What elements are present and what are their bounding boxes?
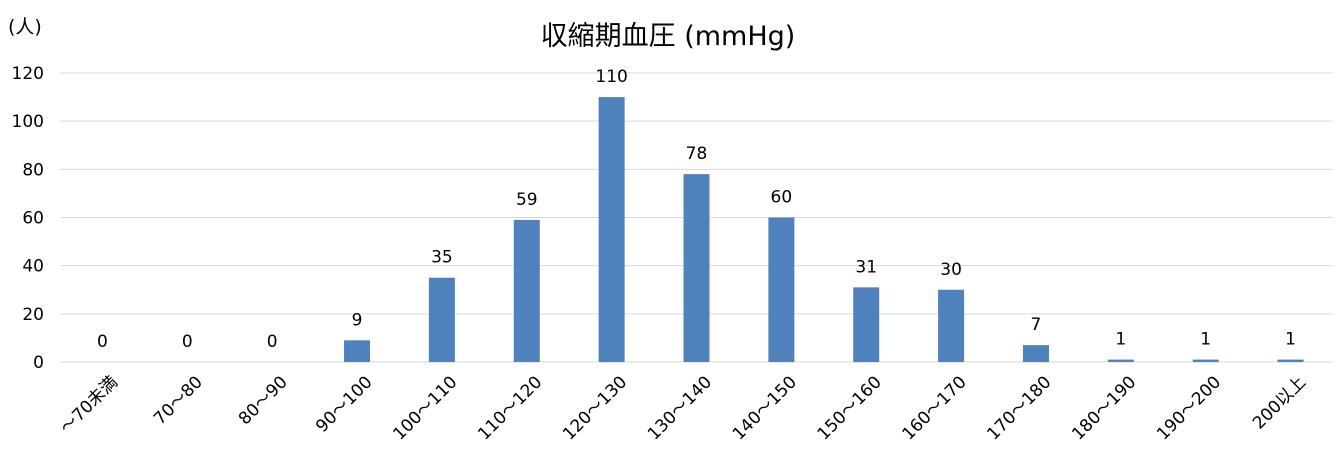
x-tick-label: 200以上 <box>1249 372 1310 433</box>
data-label: 59 <box>516 190 538 210</box>
x-tick-label: 180～190 <box>1068 372 1140 444</box>
data-label: 31 <box>855 257 877 277</box>
y-tick-label: 20 <box>22 305 44 325</box>
x-tick-label: 80～90 <box>235 372 292 429</box>
bar <box>428 277 455 362</box>
bar <box>1107 359 1134 362</box>
data-label: 9 <box>352 310 363 330</box>
y-axis-unit: (人) <box>8 16 42 38</box>
bar <box>1277 359 1304 362</box>
data-label: 78 <box>686 144 708 164</box>
y-axis-ticks: 0 20 40 60 80 100 120 <box>12 64 44 373</box>
y-tick-label: 60 <box>22 209 44 229</box>
x-tick-label: 70～80 <box>150 372 207 429</box>
data-label: 60 <box>771 188 793 208</box>
x-tick-label: 90～100 <box>312 372 376 436</box>
data-label: 110 <box>595 67 627 87</box>
data-label: 0 <box>267 332 278 352</box>
x-tick-label: 170～180 <box>983 372 1055 444</box>
x-tick-label: 130～140 <box>644 372 716 444</box>
y-tick-label: 120 <box>12 64 44 84</box>
bar <box>1192 359 1219 362</box>
bar <box>1022 345 1049 362</box>
y-tick-label: 100 <box>12 112 44 132</box>
bar <box>513 219 540 362</box>
data-labels: 0 0 0 9 35 59 110 78 60 31 30 7 1 1 1 <box>97 67 1296 352</box>
bars <box>344 97 1304 362</box>
data-label: 30 <box>940 260 962 280</box>
bar <box>344 340 371 362</box>
bar <box>938 289 965 362</box>
data-label: 1 <box>1285 330 1296 350</box>
x-tick-label: 150～160 <box>814 372 886 444</box>
x-axis-ticks: ～70未満 70～80 80～90 90～100 100～110 110～120 120～1… <box>56 372 1310 444</box>
x-tick-label: ～70未満 <box>56 372 122 438</box>
x-tick-label: 160～170 <box>899 372 971 444</box>
data-label: 0 <box>182 332 193 352</box>
x-tick-label: 100～110 <box>389 372 461 444</box>
bar <box>853 287 880 362</box>
x-tick-label: 110～120 <box>474 372 546 444</box>
chart-title: 収縮期血圧 (mmHg) <box>541 21 796 52</box>
data-label: 0 <box>97 332 108 352</box>
y-tick-label: 80 <box>22 160 44 180</box>
bar <box>768 217 795 362</box>
x-tick-label: 190～200 <box>1153 372 1225 444</box>
x-tick-label: 140～150 <box>729 372 801 444</box>
data-label: 1 <box>1200 330 1211 350</box>
data-label: 35 <box>431 248 453 268</box>
y-tick-label: 0 <box>33 353 44 373</box>
data-label: 7 <box>1031 315 1042 335</box>
y-tick-label: 40 <box>22 257 44 277</box>
bar <box>598 97 625 362</box>
data-label: 1 <box>1115 330 1126 350</box>
x-tick-label: 120～130 <box>559 372 631 444</box>
bar <box>683 174 710 362</box>
